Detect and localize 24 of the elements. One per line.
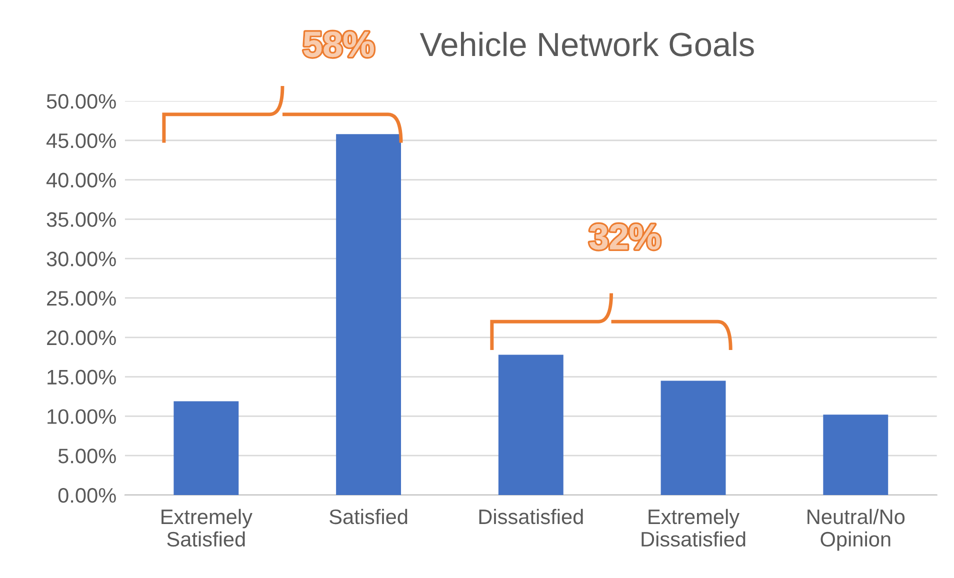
text: 58% bbox=[304, 32, 374, 58]
x-tick-label: Extremely Satisfied bbox=[162, 508, 252, 547]
x-tick-label: Neutral/No Opinion bbox=[808, 508, 905, 551]
y-tick-label: 5.00% bbox=[58, 448, 116, 464]
y-tick-label: 35.00% bbox=[46, 212, 116, 227]
y-tick-label: 10.00% bbox=[48, 409, 116, 424]
y-tick-label: 0.00% bbox=[58, 488, 116, 503]
x-tick-label: Satisfied bbox=[330, 508, 408, 524]
bar bbox=[823, 414, 888, 495]
y-tick-label: 20.00% bbox=[47, 330, 116, 346]
bar bbox=[174, 401, 239, 495]
bar bbox=[498, 354, 564, 495]
y-tick-label: 45.00% bbox=[46, 133, 116, 148]
y-tick-label: 25.00% bbox=[47, 290, 116, 306]
x-tick-label: Extremely Dissatisfied bbox=[642, 508, 746, 547]
annotation: 32% bbox=[590, 224, 660, 250]
chart-title: Vehicle Network Goals bbox=[420, 32, 754, 56]
y-tick-label: 40.00% bbox=[46, 172, 116, 188]
y-tick-label: 30.00% bbox=[46, 252, 116, 266]
bar bbox=[660, 380, 726, 495]
y-tick-label: 50.00% bbox=[46, 94, 116, 109]
bar bbox=[336, 134, 402, 495]
x-tick-label: Dissatisfied bbox=[479, 508, 583, 524]
y-tick-label: 15.00% bbox=[48, 370, 116, 385]
